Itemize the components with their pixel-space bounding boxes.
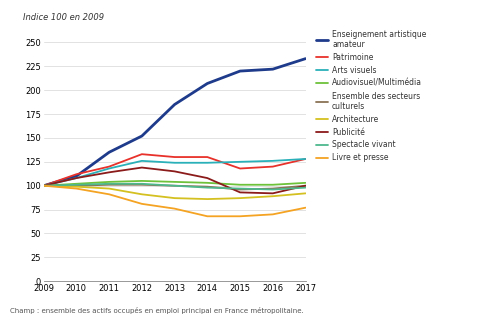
Legend: Enseignement artistique
amateur, Patrimoine, Arts visuels, Audiovisuel/Multimédi: Enseignement artistique amateur, Patrimo… — [316, 30, 425, 162]
Text: Champ : ensemble des actifs occupés en emploi principal en France métropolitaine: Champ : ensemble des actifs occupés en e… — [10, 307, 303, 314]
Text: Indice 100 en 2009: Indice 100 en 2009 — [23, 14, 104, 22]
